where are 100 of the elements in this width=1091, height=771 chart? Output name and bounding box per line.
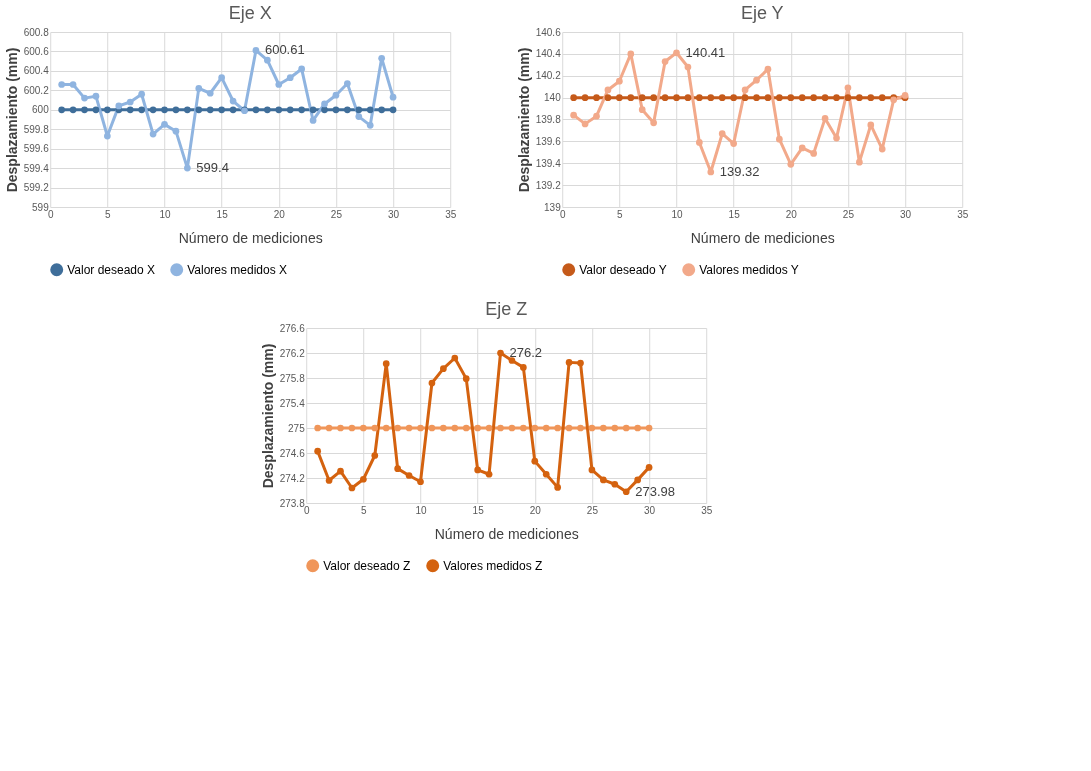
point xyxy=(707,94,715,101)
point xyxy=(600,424,607,432)
point xyxy=(867,121,875,129)
point xyxy=(485,424,493,432)
point xyxy=(462,424,470,432)
point xyxy=(126,98,134,106)
point xyxy=(337,467,344,475)
point xyxy=(366,106,374,114)
point xyxy=(821,115,829,122)
point xyxy=(344,80,351,87)
point xyxy=(604,86,612,94)
point xyxy=(588,424,596,432)
x-axis-title: Número de mediciones xyxy=(434,525,579,542)
point xyxy=(696,139,703,146)
x-tick-label: 25 xyxy=(842,208,855,220)
y-tick-label: 139.4 xyxy=(535,157,562,169)
point xyxy=(389,106,397,114)
y-tick-label: 274.2 xyxy=(279,472,306,484)
y-tick-label: 599.2 xyxy=(23,182,50,194)
point xyxy=(440,365,447,372)
point xyxy=(115,102,123,110)
point xyxy=(753,94,760,101)
x-axis-title: Número de mediciones xyxy=(178,229,323,246)
point xyxy=(844,84,852,92)
y-tick-label: 600 xyxy=(32,104,50,116)
point xyxy=(81,94,88,102)
chart-title: Eje Y xyxy=(740,3,784,23)
y-tick-label: 276.2 xyxy=(279,347,306,359)
point xyxy=(565,424,573,432)
annotation: 600.61 xyxy=(264,42,305,58)
chart-title: Eje X xyxy=(228,3,272,23)
point xyxy=(673,49,680,57)
x-tick-label: 25 xyxy=(586,504,599,516)
point xyxy=(332,91,340,99)
point xyxy=(325,424,333,432)
point xyxy=(149,130,157,138)
point xyxy=(696,94,703,101)
x-axis-title: Número de mediciones xyxy=(690,229,835,246)
point xyxy=(577,359,584,367)
point xyxy=(531,424,539,432)
point xyxy=(520,424,527,432)
point xyxy=(126,106,134,114)
x-tick-label: 30 xyxy=(900,208,912,220)
point xyxy=(344,106,351,114)
point xyxy=(405,472,413,479)
point xyxy=(821,94,829,101)
point xyxy=(622,488,630,496)
x-tick-label: 0 xyxy=(559,208,566,220)
point xyxy=(382,360,390,367)
annotation: 276.2 xyxy=(509,345,543,360)
point xyxy=(554,424,561,432)
point xyxy=(348,484,356,492)
y-tick-label: 600.2 xyxy=(23,84,50,96)
annotation: 273.98 xyxy=(635,483,675,499)
x-tick-label: 10 xyxy=(159,208,171,220)
point xyxy=(810,150,817,157)
y-tick-label: 140.4 xyxy=(535,48,562,60)
point xyxy=(286,106,294,114)
y-tick-label: 139.2 xyxy=(535,179,562,191)
point xyxy=(314,447,321,455)
y-tick-label: 140 xyxy=(544,92,562,104)
y-axis-title: Desplazamiento (mm) xyxy=(515,47,532,193)
point xyxy=(520,364,527,371)
x-tick-label: 30 xyxy=(644,504,656,516)
point xyxy=(661,58,669,65)
point xyxy=(741,86,749,94)
point xyxy=(360,424,367,432)
x-tick-label: 35 xyxy=(701,504,713,516)
point xyxy=(645,464,653,471)
point xyxy=(867,94,875,101)
point xyxy=(371,452,379,459)
y-tick-label: 599.4 xyxy=(23,162,50,174)
point xyxy=(184,106,191,114)
point xyxy=(474,424,481,432)
x-tick-label: 5 xyxy=(617,208,624,220)
y-tick-label: 140.6 xyxy=(535,26,562,38)
point xyxy=(474,466,481,474)
point xyxy=(309,106,317,114)
annotation: 139.32 xyxy=(719,164,760,179)
x-tick-label: 15 xyxy=(472,504,485,516)
point xyxy=(577,424,584,432)
point xyxy=(440,424,447,432)
y-tick-label: 139.6 xyxy=(535,135,562,147)
legend-label: Valores medidos X xyxy=(187,262,288,277)
x-tick-label: 20 xyxy=(785,208,798,220)
point xyxy=(627,50,635,58)
point xyxy=(462,375,470,382)
point xyxy=(405,424,413,432)
point xyxy=(229,97,237,105)
point xyxy=(604,94,612,101)
point xyxy=(542,424,550,432)
point xyxy=(195,85,203,92)
point xyxy=(627,94,635,101)
point xyxy=(588,466,596,474)
point xyxy=(593,94,600,101)
point xyxy=(69,81,77,88)
point xyxy=(570,94,577,101)
point xyxy=(325,477,333,484)
point xyxy=(138,106,145,114)
point xyxy=(206,89,214,97)
